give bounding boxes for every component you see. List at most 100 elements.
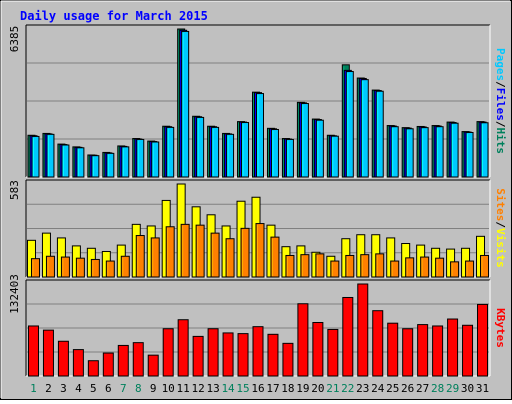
x-tick-label-day-17: 17 <box>266 382 279 395</box>
x-tick-label-day-20: 20 <box>311 382 324 395</box>
bar-sites-day-17 <box>270 236 280 278</box>
bar-pages-day-3 <box>61 144 70 178</box>
bar-kbytes-day-23 <box>357 283 369 377</box>
bar-kbytes-day-4 <box>72 349 84 377</box>
bar-kbytes-day-9 <box>147 354 159 377</box>
bar-pages-day-14 <box>226 133 235 178</box>
bar-sites-day-8 <box>135 235 145 278</box>
bar-kbytes-day-21 <box>327 328 339 377</box>
bar-sites-day-10 <box>165 226 175 278</box>
bar-kbytes-day-3 <box>57 340 69 377</box>
x-tick-label-day-22: 22 <box>341 382 354 395</box>
bar-kbytes-day-15 <box>237 333 249 377</box>
bar-pages-day-27 <box>420 127 429 178</box>
legend: Pages/Files/Hits <box>494 48 507 154</box>
x-tick-label-day-13: 13 <box>206 382 219 395</box>
legend: KBytes <box>494 308 507 348</box>
bar-kbytes-day-10 <box>162 328 174 377</box>
x-tick-label-day-14: 14 <box>221 382 235 395</box>
x-tick-label-day-18: 18 <box>281 382 294 395</box>
x-tick-label-day-23: 23 <box>356 382 369 395</box>
bar-pages-day-15 <box>241 122 250 178</box>
bar-kbytes-day-25 <box>387 322 399 377</box>
bar-kbytes-day-18 <box>282 342 294 377</box>
bar-kbytes-day-7 <box>117 344 129 377</box>
bar-sites-day-11 <box>180 223 190 278</box>
legend-item-sites: Sites <box>494 188 507 221</box>
bar-kbytes-day-26 <box>402 328 414 377</box>
x-tick-label-day-4: 4 <box>75 382 82 395</box>
bar-pages-day-24 <box>375 90 384 178</box>
x-tick-label-day-3: 3 <box>60 382 67 395</box>
bar-pages-day-19 <box>300 103 309 178</box>
bar-pages-day-1 <box>31 135 40 178</box>
bar-pages-day-23 <box>360 79 369 178</box>
bar-sites-day-20 <box>315 253 325 278</box>
x-tick-label-day-10: 10 <box>162 382 175 395</box>
bar-kbytes-day-14 <box>222 332 234 377</box>
x-tick-label-day-5: 5 <box>90 382 97 395</box>
bar-kbytes-day-17 <box>267 333 279 377</box>
x-tick-label-day-30: 30 <box>461 382 474 395</box>
bar-sites-day-31 <box>480 254 490 278</box>
x-tick-label-day-31: 31 <box>476 382 489 395</box>
bar-pages-day-31 <box>480 122 489 178</box>
bar-sites-day-2 <box>45 255 55 278</box>
bar-sites-day-19 <box>300 254 310 278</box>
bar-sites-day-7 <box>120 255 130 278</box>
bar-pages-day-8 <box>136 138 145 178</box>
bar-sites-day-27 <box>420 256 430 278</box>
bar-sites-day-30 <box>465 260 475 278</box>
x-tick-label-day-8: 8 <box>135 382 142 395</box>
bar-sites-day-16 <box>255 223 265 278</box>
bar-sites-day-13 <box>210 232 220 278</box>
bar-pages-day-22 <box>345 71 354 178</box>
x-tick-label-day-6: 6 <box>105 382 112 395</box>
panel-sites-visits: 583 Sites/Visits <box>8 179 507 278</box>
bar-sites-day-14 <box>225 238 235 278</box>
legend: Sites/Visits <box>494 188 507 268</box>
bar-pages-day-4 <box>76 147 85 178</box>
bar-kbytes-day-1 <box>27 325 39 377</box>
bar-sites-day-12 <box>195 224 205 278</box>
bar-pages-day-29 <box>450 122 459 178</box>
x-tick-label-day-7: 7 <box>120 382 127 395</box>
bar-pages-day-17 <box>270 128 279 178</box>
bar-pages-day-7 <box>121 146 130 178</box>
bar-pages-day-9 <box>151 141 160 178</box>
bar-kbytes-day-19 <box>297 303 309 377</box>
bar-sites-day-18 <box>285 254 295 278</box>
bar-sites-day-6 <box>105 260 115 278</box>
bar-kbytes-day-31 <box>477 303 489 377</box>
bar-pages-day-10 <box>166 126 175 178</box>
x-tick-label-day-29: 29 <box>446 382 459 395</box>
bar-sites-day-21 <box>330 260 340 278</box>
bar-kbytes-day-30 <box>462 324 474 377</box>
bar-kbytes-day-2 <box>42 329 54 377</box>
bar-kbytes-day-27 <box>417 324 429 377</box>
x-tick-label-day-28: 28 <box>431 382 444 395</box>
legend-item-kbytes: KBytes <box>494 308 507 348</box>
x-tick-label-day-24: 24 <box>371 382 385 395</box>
x-tick-label-day-26: 26 <box>401 382 414 395</box>
x-tick-label-day-9: 9 <box>150 382 157 395</box>
x-tick-label-day-25: 25 <box>386 382 399 395</box>
legend-separator: / <box>494 121 507 128</box>
bar-kbytes-day-8 <box>132 342 144 377</box>
bar-pages-day-30 <box>465 131 474 178</box>
x-tick-label-day-12: 12 <box>192 382 205 395</box>
legend-separator: / <box>494 221 507 228</box>
bar-kbytes-day-11 <box>177 319 189 377</box>
bar-kbytes-day-12 <box>192 335 204 377</box>
bar-kbytes-day-28 <box>432 325 444 377</box>
x-tick-label-day-19: 19 <box>296 382 309 395</box>
bar-sites-day-15 <box>240 227 250 278</box>
bar-sites-day-9 <box>150 237 160 278</box>
legend-item-pages: Pages <box>494 48 507 81</box>
bar-kbytes-day-22 <box>342 296 354 377</box>
bar-sites-day-29 <box>450 261 460 278</box>
bar-sites-day-25 <box>390 260 400 278</box>
bar-kbytes-day-29 <box>447 318 459 377</box>
